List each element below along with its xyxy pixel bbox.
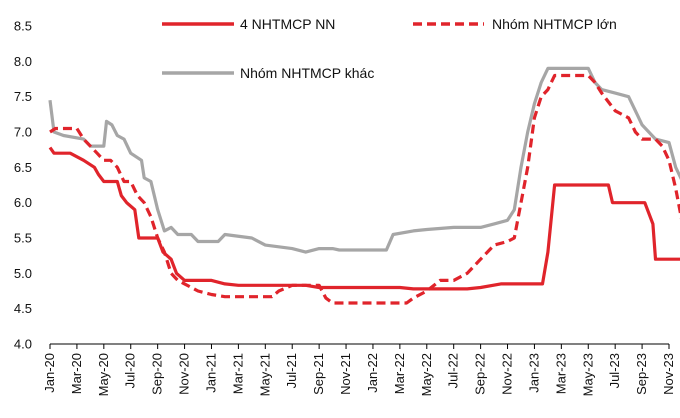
x-tick-label: Nov-23	[661, 353, 676, 395]
x-tick-label: Jul-22	[446, 353, 461, 388]
x-tick-label: May-21	[257, 353, 272, 396]
y-tick-label: 4.5	[14, 301, 32, 316]
y-tick-label: 4.0	[14, 337, 32, 352]
x-tick-label: Jan-20	[42, 353, 57, 393]
x-tick-label: Jul-20	[123, 353, 138, 388]
legend-label: Nhóm NHTMCP khác	[240, 65, 374, 81]
x-tick-label: Mar-22	[392, 353, 407, 394]
x-tick-label: May-23	[580, 353, 595, 396]
x-tick-label: Jan-23	[526, 353, 541, 393]
x-tick-label: Sep-23	[634, 353, 649, 395]
x-tick-label: Jan-22	[365, 353, 380, 393]
y-axis: 4.0 4.5 5.0 5.5 6.0 6.5 7.0 7.5 8.0 8.5	[14, 19, 32, 352]
x-tick-label: Mar-20	[69, 353, 84, 394]
legend-label: Nhóm NHTMCP lớn	[492, 16, 617, 32]
x-tick-label: Jul-23	[607, 353, 622, 388]
series-line-2	[48, 66, 680, 254]
x-tick-label: May-22	[419, 353, 434, 396]
x-tick-label: Sep-22	[473, 353, 488, 395]
legend: 4 NHTMCP NN Nhóm NHTMCP lớn Nhóm NHTMCP kh…	[162, 16, 617, 81]
y-tick-label: 7.0	[14, 125, 32, 140]
x-tick-label: Jul-21	[284, 353, 299, 388]
x-tick-label: Nov-22	[500, 353, 515, 395]
x-tick-label: Nov-20	[177, 353, 192, 395]
y-tick-label: 5.0	[14, 266, 32, 281]
legend-label: 4 NHTMCP NN	[240, 16, 335, 32]
y-tick-label: 7.5	[14, 89, 32, 104]
y-tick-label: 8.5	[14, 19, 32, 34]
y-tick-label: 5.5	[14, 231, 32, 246]
x-tick-label: May-20	[96, 353, 111, 396]
x-tick-label: Nov-21	[338, 353, 353, 395]
y-tick-label: 6.5	[14, 160, 32, 175]
series-line-0	[48, 146, 680, 291]
series-line-1	[49, 73, 680, 305]
x-tick-label: Mar-21	[230, 353, 245, 394]
y-tick-label: 6.0	[14, 195, 32, 210]
x-tick-label: Sep-20	[150, 353, 165, 395]
x-axis: Jan-20 Mar-20 May-20 Jul-20 Sep-20 Nov-20 Jan-…	[42, 343, 676, 396]
y-tick-label: 8.0	[14, 54, 32, 69]
x-tick-label: Jan-21	[203, 353, 218, 393]
x-tick-label: Mar-23	[553, 353, 568, 394]
x-tick-label: Sep-21	[311, 353, 326, 395]
series-lines	[48, 66, 680, 305]
